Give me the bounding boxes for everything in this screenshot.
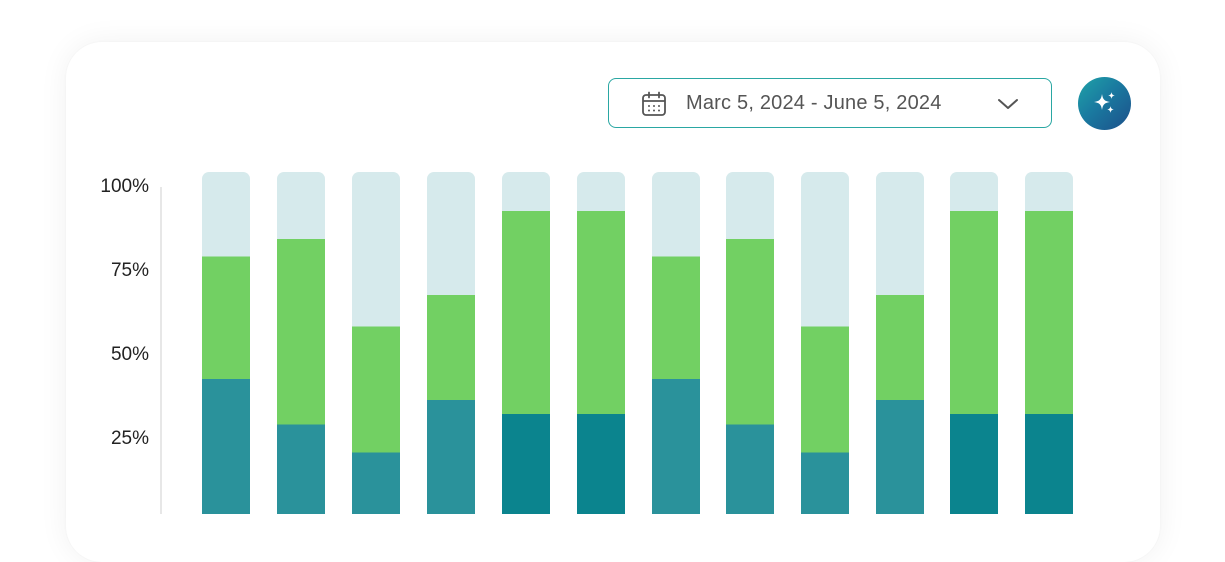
bar-group xyxy=(1025,172,1073,514)
bar-segment-top xyxy=(502,172,550,211)
bar-segment-bottom xyxy=(801,452,849,514)
y-tick-label: 25% xyxy=(111,428,149,449)
bar-group xyxy=(950,172,998,514)
bar-segment-top xyxy=(202,172,250,257)
bar-segment-middle xyxy=(277,238,325,425)
bar-segment-bottom xyxy=(577,413,625,514)
chevron-down-icon xyxy=(998,99,1018,109)
bar-group xyxy=(876,172,924,514)
bar-segment-bottom xyxy=(1025,413,1073,514)
bar-segment-bottom xyxy=(352,452,400,514)
y-tick-label: 50% xyxy=(111,344,149,365)
bar-segment-middle xyxy=(726,238,774,425)
calendar-icon xyxy=(642,91,666,116)
ai-sparkles-button[interactable] xyxy=(1078,77,1131,130)
bar-group xyxy=(202,172,250,514)
bar-segment-bottom xyxy=(726,424,774,514)
bar-segment-bottom xyxy=(950,413,998,514)
bar-segment-top xyxy=(652,172,700,257)
bar-group xyxy=(502,172,550,514)
bar-segment-top xyxy=(726,172,774,239)
bar-segment-middle xyxy=(1025,210,1073,414)
bar-group xyxy=(652,172,700,514)
bar-segment-middle xyxy=(950,210,998,414)
bar-segment-middle xyxy=(427,294,475,400)
bar-segment-top xyxy=(1025,172,1073,211)
y-tick-label: 75% xyxy=(111,260,149,281)
bar-segment-bottom xyxy=(427,399,475,514)
bar-segment-top xyxy=(577,172,625,211)
bar-segment-middle xyxy=(876,294,924,400)
bar-group xyxy=(726,172,774,514)
bar-segment-bottom xyxy=(277,424,325,514)
bar-segment-bottom xyxy=(876,399,924,514)
bar-segment-bottom xyxy=(202,378,250,514)
bar-group xyxy=(427,172,475,514)
bar-segment-top xyxy=(950,172,998,211)
bar-segment-top xyxy=(876,172,924,295)
bar-segment-top xyxy=(801,172,849,327)
y-tick-label: 100% xyxy=(100,176,149,197)
bar-segment-top xyxy=(352,172,400,327)
bar-segment-middle xyxy=(352,326,400,453)
date-range-picker[interactable]: Marc 5, 2024 - June 5, 2024 xyxy=(608,78,1052,128)
stacked-bar-chart: 100% 75% 50% 25% 0% xyxy=(100,172,1073,514)
bar-segment-middle xyxy=(202,256,250,379)
sparkles-icon xyxy=(1094,92,1115,113)
date-range-text: Marc 5, 2024 - June 5, 2024 xyxy=(686,92,942,114)
bar-segment-middle xyxy=(577,210,625,414)
bar-segment-middle xyxy=(801,326,849,453)
bar-segment-bottom xyxy=(502,413,550,514)
bar-segment-bottom xyxy=(652,378,700,514)
y-tick-label: 0% xyxy=(122,512,150,514)
bar-group xyxy=(277,172,325,514)
bar-group xyxy=(352,172,400,514)
bar-group xyxy=(577,172,625,514)
bar-segment-top xyxy=(277,172,325,239)
bar-segment-middle xyxy=(652,256,700,379)
bar-segment-middle xyxy=(502,210,550,414)
bar-segment-top xyxy=(427,172,475,295)
bar-group xyxy=(801,172,849,514)
